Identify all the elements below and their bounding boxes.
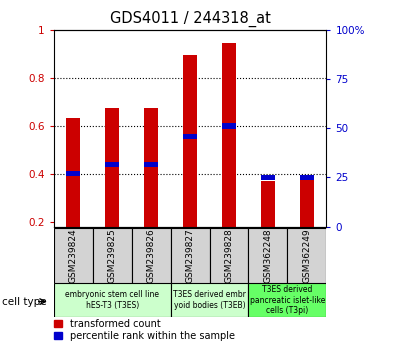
Bar — [144, 108, 158, 227]
Text: GSM239824: GSM239824 — [69, 228, 78, 283]
Bar — [222, 43, 236, 227]
Bar — [66, 171, 80, 177]
Text: cell type: cell type — [2, 297, 47, 307]
Bar — [105, 108, 119, 227]
Bar — [144, 162, 158, 167]
Bar — [105, 162, 119, 167]
Bar — [209, 228, 248, 283]
Bar — [248, 283, 326, 317]
Bar — [261, 181, 275, 227]
Text: GSM239828: GSM239828 — [224, 228, 234, 283]
Legend: transformed count, percentile rank within the sample: transformed count, percentile rank withi… — [54, 319, 235, 341]
Bar — [171, 283, 248, 317]
Bar — [54, 283, 171, 317]
Bar — [248, 228, 287, 283]
Bar — [93, 228, 132, 283]
Bar — [54, 228, 93, 283]
Bar — [183, 55, 197, 227]
Text: T3ES derived embr
yoid bodies (T3EB): T3ES derived embr yoid bodies (T3EB) — [173, 290, 246, 310]
Bar — [183, 134, 197, 139]
Bar — [132, 228, 171, 283]
Bar — [261, 175, 275, 180]
Text: GSM239825: GSM239825 — [107, 228, 117, 283]
Text: GSM239827: GSM239827 — [185, 228, 195, 283]
Bar — [300, 180, 314, 227]
Text: GSM362249: GSM362249 — [302, 228, 311, 283]
Text: embryonic stem cell line
hES-T3 (T3ES): embryonic stem cell line hES-T3 (T3ES) — [65, 290, 159, 310]
Bar — [300, 175, 314, 180]
Bar — [222, 123, 236, 129]
Text: GSM362248: GSM362248 — [263, 228, 273, 283]
Bar — [171, 228, 209, 283]
Text: GSM239826: GSM239826 — [146, 228, 156, 283]
Text: T3ES derived
pancreatic islet-like
cells (T3pi): T3ES derived pancreatic islet-like cells… — [250, 285, 325, 315]
Title: GDS4011 / 244318_at: GDS4011 / 244318_at — [109, 11, 271, 27]
Bar — [287, 228, 326, 283]
Bar — [66, 118, 80, 227]
